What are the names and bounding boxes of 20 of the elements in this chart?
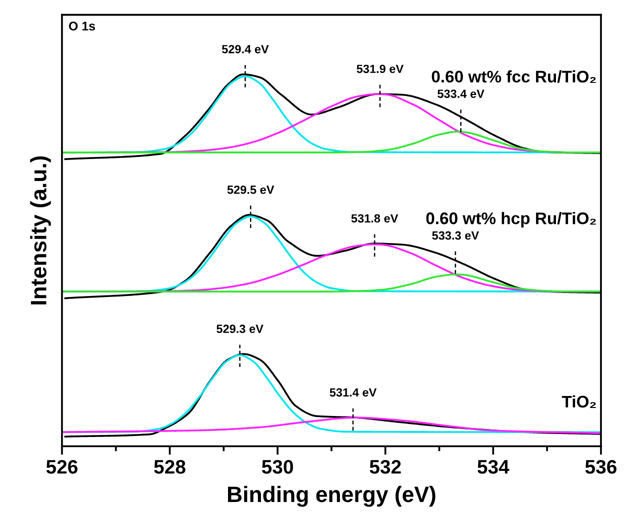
annotation: 531.8 eV: [351, 214, 398, 223]
annotation: 533.3 eV: [432, 231, 479, 240]
annotation: 533.4 eV: [438, 90, 484, 98]
series-label: 0.60 wt% hcp Ru/TiO₂: [426, 212, 596, 228]
annotation: 531.9 eV: [356, 64, 404, 74]
series-label: TiO₂: [562, 395, 596, 408]
x-tick-label: 530: [262, 460, 293, 474]
y-axis-title: Intensity (a.u.): [30, 156, 51, 304]
x-tick-label: 536: [585, 460, 616, 474]
x-axis-title: Binding energy (eV): [228, 486, 436, 507]
annotation: 529.4 eV: [222, 44, 269, 54]
text: O 1s: [68, 22, 96, 30]
x-tick-label: 532: [370, 460, 401, 474]
x-tick-label: 528: [154, 460, 186, 474]
x-tick-label: 534: [478, 460, 510, 474]
x-tick-label: 526: [46, 460, 78, 474]
annotation: 531.4 eV: [330, 388, 377, 397]
annotation: 529.5 eV: [227, 186, 274, 194]
series-label: 0.60 wt% fcc Ru/TiO₂: [432, 70, 596, 83]
annotation: 529.3 eV: [216, 324, 264, 334]
